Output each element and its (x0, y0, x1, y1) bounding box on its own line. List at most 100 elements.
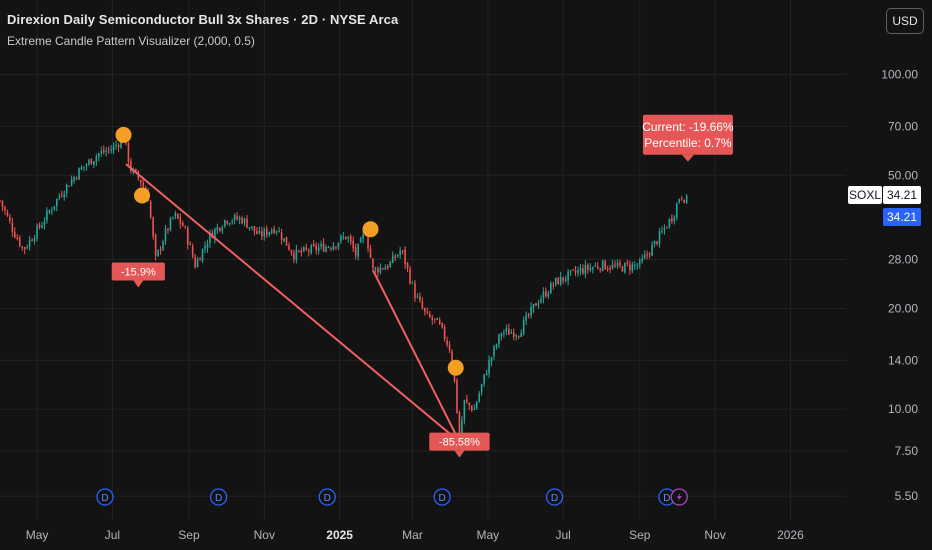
candle-body (685, 195, 688, 203)
candle-body (387, 265, 389, 269)
candle-body (547, 293, 550, 297)
candle-body (676, 203, 678, 218)
candle-body (53, 205, 56, 210)
candle-body (68, 185, 70, 187)
candle-body (73, 177, 75, 182)
candle-body (181, 222, 184, 227)
candle-body (611, 264, 614, 269)
candle-body (559, 276, 562, 286)
currency-button[interactable]: USD (886, 8, 924, 34)
candle-body (535, 303, 537, 307)
candle-body (394, 256, 397, 259)
candle-body (283, 238, 285, 242)
candle-body (186, 227, 189, 245)
candle-body (275, 231, 278, 233)
candle-body (58, 196, 61, 198)
candle-body (342, 236, 345, 238)
last-price-tag-bg (883, 186, 921, 204)
candle-body (327, 247, 330, 249)
pattern-connector-line (372, 269, 461, 443)
indicator-legend[interactable]: Extreme Candle Pattern Visualizer (2,000… (7, 34, 255, 48)
candle-body (233, 215, 236, 221)
y-tick-label: 50.00 (888, 168, 918, 182)
candle-body (683, 199, 686, 204)
candle-body (594, 265, 597, 267)
change-label: -85.58% (439, 437, 480, 449)
symbol-tag: SOXL (849, 188, 881, 202)
candle-body (159, 249, 162, 251)
candle-body (102, 149, 105, 153)
candle-body (389, 261, 392, 267)
candle-body (636, 265, 639, 267)
candle-body (88, 159, 90, 165)
price-axis[interactable]: 100.00 70.00 50.00 28.00 20.00 14.00 10.00 7.50… (881, 68, 918, 504)
candle-body (409, 268, 411, 284)
lightning-icon (676, 492, 682, 502)
candle-body (65, 184, 68, 194)
candle-body (495, 344, 498, 348)
candle-body (478, 393, 480, 402)
candle-body (458, 412, 461, 439)
candle-body (587, 264, 589, 270)
candle-body (335, 246, 337, 248)
candle-body (1, 200, 4, 207)
candle-body (31, 240, 33, 242)
change-label-pointer (133, 280, 144, 288)
candle-body (9, 216, 11, 222)
candle-body (438, 319, 441, 324)
candle-body (93, 161, 95, 165)
symbol-title[interactable]: Direxion Daily Semiconductor Bull 3x Sha… (7, 12, 399, 27)
candle-body (569, 270, 572, 272)
candle-body (330, 248, 332, 250)
candle-body (614, 265, 616, 267)
x-tick-label: 2026 (777, 528, 804, 542)
time-axis[interactable]: May Jul Sep Nov 2025 Mar May Jul Sep Nov 2026 (26, 528, 804, 542)
candle-body (515, 335, 518, 337)
candle-body (619, 262, 621, 266)
candle-body (401, 250, 404, 252)
change-label-bg (111, 262, 165, 281)
candle-body (606, 268, 609, 270)
candle-body (643, 254, 646, 259)
candle-body (317, 247, 320, 251)
candle-body (21, 246, 24, 248)
candle-body (503, 332, 505, 334)
candle-body (552, 284, 555, 286)
candle-body (505, 328, 508, 332)
candle-body (433, 318, 436, 320)
candle-body (582, 268, 584, 274)
candle-body (51, 210, 53, 212)
candle-body (379, 267, 382, 273)
candle-body (273, 228, 275, 233)
candle-body (601, 260, 604, 271)
candle-body (194, 256, 196, 268)
candle-body (216, 227, 219, 231)
candle-body (673, 216, 676, 221)
candle-body (362, 234, 364, 239)
candle-body (127, 142, 130, 163)
candle-body (28, 239, 31, 248)
candle-body (485, 373, 488, 375)
candle-body (446, 340, 448, 345)
candle-body (436, 318, 439, 321)
change-label: -15.9% (121, 266, 156, 278)
candle-body (204, 246, 206, 249)
candle-body (209, 232, 211, 244)
candle-body (246, 218, 248, 228)
candle-body (43, 221, 46, 225)
candle-body (95, 156, 98, 162)
candle-body (564, 279, 567, 281)
candle-body (508, 328, 510, 335)
candle-body (332, 245, 335, 250)
candle-body (290, 250, 293, 254)
candle-body (678, 199, 681, 203)
y-tick-label: 7.50 (895, 444, 919, 458)
candle-body (223, 220, 226, 227)
candle-body (105, 151, 108, 153)
candle-body (325, 246, 327, 252)
candle-body (270, 230, 273, 234)
pattern-marker (115, 126, 132, 143)
candle-body (596, 266, 599, 269)
